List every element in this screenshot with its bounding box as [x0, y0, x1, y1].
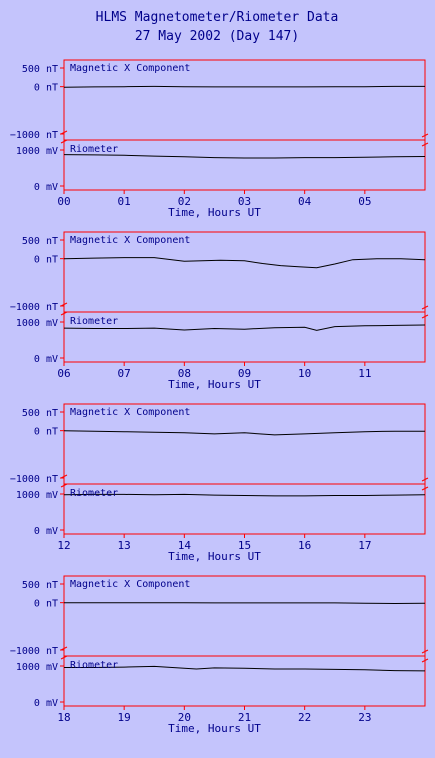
x-tick-label: 10 [298, 367, 311, 380]
x-tick-label: 18 [57, 711, 70, 724]
mag-y-tick-label: −1000 nT [10, 646, 58, 657]
axis-break-mark [421, 658, 429, 663]
chart-title: HLMS Magnetometer/Riometer Data [96, 10, 339, 25]
riometer-trace [64, 665, 426, 672]
axis-break-mark [60, 139, 68, 144]
rio-y-tick-label: 1000 mV [16, 662, 58, 673]
rio-y-tick-label: 0 mV [34, 526, 58, 537]
mag-y-tick-label: 500 nT [22, 64, 58, 75]
x-tick-label: 07 [118, 367, 131, 380]
x-tick-label: 14 [178, 539, 192, 552]
axis-break-mark [60, 311, 68, 316]
x-axis-label: Time, Hours UT [168, 206, 261, 219]
riometer-trace [63, 324, 426, 331]
mag-y-tick-label: 500 nT [22, 580, 58, 591]
x-tick-label: 03 [238, 195, 251, 208]
magnetometer-trace [64, 602, 426, 605]
rio-y-tick-label: 1000 mV [16, 146, 58, 157]
rio-y-tick-label: 0 mV [34, 354, 58, 365]
mag-y-tick-label: 0 nT [34, 83, 58, 94]
x-tick-label: 13 [118, 539, 131, 552]
magnetometer-trace [63, 257, 426, 269]
axis-break-mark [60, 655, 68, 660]
axis-break-mark [421, 486, 429, 491]
axis-break-mark [421, 133, 429, 138]
x-tick-label: 15 [238, 539, 251, 552]
x-tick-label: 16 [298, 539, 311, 552]
axis-break-mark [421, 314, 429, 319]
riometer-label: Riometer [70, 660, 118, 671]
axis-break-mark [421, 142, 429, 147]
x-tick-label: 05 [358, 195, 371, 208]
x-tick-label: 02 [178, 195, 191, 208]
mag-y-tick-label: 0 nT [34, 255, 58, 266]
panels-group: 500 nT 0 nT −1000 nT 1000 mV 0 mV 00 01 02 03 04 0… [10, 59, 429, 735]
magnetometer-label: Magnetic X Component [70, 407, 190, 418]
magnetometer-trace [63, 430, 425, 436]
mag-y-tick-label: −1000 nT [10, 302, 58, 313]
x-tick-label: 20 [178, 711, 191, 724]
axis-break-mark [421, 649, 429, 654]
x-tick-label: 06 [57, 367, 70, 380]
magnetometer-label: Magnetic X Component [70, 579, 190, 590]
magnetometer-trace [63, 85, 425, 88]
x-tick-label: 19 [118, 711, 131, 724]
axis-break-mark [421, 305, 429, 310]
mag-y-tick-label: −1000 nT [10, 130, 58, 141]
x-tick-label: 12 [57, 539, 70, 552]
rio-y-tick-label: 0 mV [34, 182, 58, 193]
chart-subtitle: 27 May 2002 (Day 147) [135, 29, 299, 44]
riometer-label: Riometer [70, 488, 118, 499]
x-axis-label: Time, Hours UT [168, 378, 261, 391]
x-tick-label: 08 [178, 367, 191, 380]
x-tick-label: 22 [298, 711, 311, 724]
rio-y-tick-label: 0 mV [34, 698, 58, 709]
mag-y-tick-label: −1000 nT [10, 474, 58, 485]
x-tick-label: 17 [358, 539, 371, 552]
x-tick-label: 09 [238, 367, 251, 380]
mag-y-tick-label: 0 nT [34, 427, 58, 438]
x-tick-label: 00 [57, 195, 70, 208]
rio-y-tick-label: 1000 mV [16, 318, 58, 329]
x-tick-label: 11 [358, 367, 371, 380]
riometer-trace [63, 493, 426, 497]
x-tick-label: 04 [298, 195, 312, 208]
axis-break-mark [421, 477, 429, 482]
x-axis-label: Time, Hours UT [168, 722, 261, 735]
magnetometer-label: Magnetic X Component [70, 235, 190, 246]
riometer-label: Riometer [70, 144, 118, 155]
rio-y-tick-label: 1000 mV [16, 490, 58, 501]
x-axis-label: Time, Hours UT [168, 550, 261, 563]
magnetometer-label: Magnetic X Component [70, 63, 190, 74]
mag-y-tick-label: 0 nT [34, 599, 58, 610]
mag-y-tick-label: 500 nT [22, 236, 58, 247]
x-tick-label: 21 [238, 711, 251, 724]
axis-break-mark [60, 483, 68, 488]
riometer-trace [63, 154, 426, 159]
x-tick-label: 23 [358, 711, 371, 724]
mag-y-tick-label: 500 nT [22, 408, 58, 419]
riometer-label: Riometer [70, 316, 118, 327]
x-tick-label: 01 [118, 195, 131, 208]
